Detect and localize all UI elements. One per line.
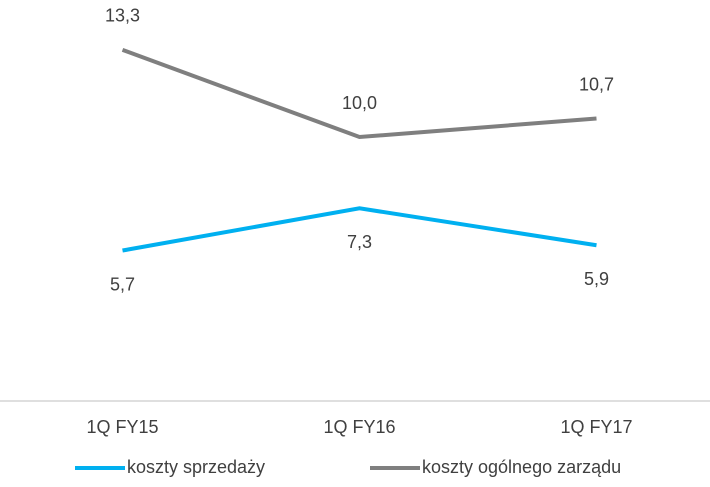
series-line <box>122 206 597 253</box>
x-tick-label: 1Q FY16 <box>323 417 395 437</box>
data-label: 7,3 <box>347 232 372 252</box>
data-label: 5,7 <box>110 274 135 294</box>
series-line <box>121 48 597 140</box>
x-tick-label: 1Q FY17 <box>560 417 632 437</box>
data-label: 5,9 <box>584 269 609 289</box>
x-tick-label: 1Q FY15 <box>86 417 158 437</box>
data-label: 13,3 <box>105 6 140 26</box>
data-label: 10,7 <box>579 74 614 94</box>
data-label: 10,0 <box>342 93 377 113</box>
legend-label: koszty ogólnego zarządu <box>422 457 621 477</box>
legend-label: koszty sprzedaży <box>127 457 265 477</box>
